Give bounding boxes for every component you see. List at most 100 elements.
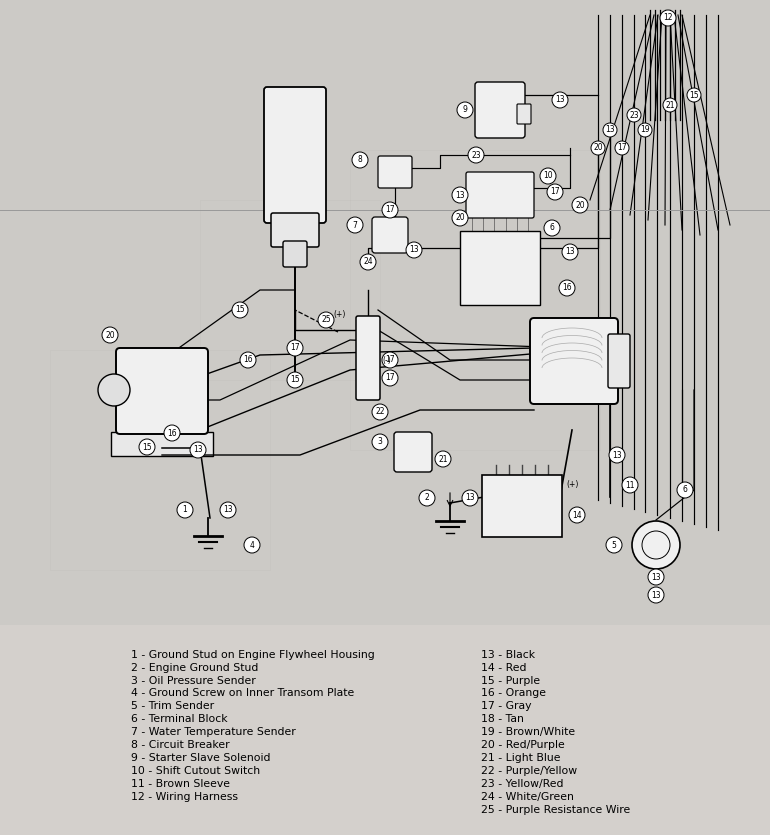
Text: 14 - Red: 14 - Red <box>481 663 527 672</box>
FancyBboxPatch shape <box>378 156 412 188</box>
Text: 20: 20 <box>455 214 465 222</box>
FancyBboxPatch shape <box>466 172 534 218</box>
Circle shape <box>540 168 556 184</box>
Text: 12 - Wiring Harness: 12 - Wiring Harness <box>131 792 238 802</box>
FancyBboxPatch shape <box>475 82 525 138</box>
Circle shape <box>572 197 588 213</box>
Text: 15: 15 <box>235 306 245 315</box>
Text: 4 - Ground Screw on Inner Transom Plate: 4 - Ground Screw on Inner Transom Plate <box>131 688 354 698</box>
FancyBboxPatch shape <box>283 241 307 267</box>
Text: 17 - Gray: 17 - Gray <box>481 701 532 711</box>
Text: 8: 8 <box>357 155 363 164</box>
FancyBboxPatch shape <box>271 213 319 247</box>
Text: 13: 13 <box>193 446 203 454</box>
Circle shape <box>382 352 398 368</box>
Text: 15: 15 <box>142 443 152 452</box>
Text: 17: 17 <box>385 373 395 382</box>
Text: 8 - Circuit Breaker: 8 - Circuit Breaker <box>131 741 229 750</box>
Text: 13: 13 <box>605 125 614 134</box>
Circle shape <box>627 108 641 122</box>
Circle shape <box>139 439 155 455</box>
Text: 24: 24 <box>363 257 373 266</box>
Text: (+): (+) <box>333 311 346 320</box>
Text: 21: 21 <box>665 100 675 109</box>
Circle shape <box>638 123 652 137</box>
Text: 10 - Shift Cutout Switch: 10 - Shift Cutout Switch <box>131 767 260 776</box>
Circle shape <box>559 280 575 296</box>
Circle shape <box>677 482 693 498</box>
Bar <box>50 350 270 570</box>
Text: 5 - Trim Sender: 5 - Trim Sender <box>131 701 214 711</box>
Circle shape <box>562 244 578 260</box>
FancyBboxPatch shape <box>356 316 380 400</box>
Text: 13: 13 <box>565 247 575 256</box>
Circle shape <box>552 92 568 108</box>
Circle shape <box>347 217 363 233</box>
Circle shape <box>622 477 638 493</box>
Text: 23: 23 <box>471 150 480 159</box>
Text: 24 - White/Green: 24 - White/Green <box>481 792 574 802</box>
Circle shape <box>603 123 617 137</box>
FancyBboxPatch shape <box>116 348 208 434</box>
Bar <box>350 150 600 450</box>
Text: 21: 21 <box>438 454 447 463</box>
Circle shape <box>406 242 422 258</box>
Text: 6 - Terminal Block: 6 - Terminal Block <box>131 715 227 724</box>
Text: 18 - Tan: 18 - Tan <box>481 715 524 724</box>
Text: 13: 13 <box>555 95 565 104</box>
Circle shape <box>98 374 130 406</box>
Circle shape <box>419 490 435 506</box>
Circle shape <box>648 569 664 585</box>
FancyBboxPatch shape <box>394 432 432 472</box>
Text: 12: 12 <box>663 13 673 23</box>
Text: 21 - Light Blue: 21 - Light Blue <box>481 753 561 763</box>
Text: 15 - Purple: 15 - Purple <box>481 676 541 686</box>
Circle shape <box>606 537 622 553</box>
Circle shape <box>663 98 677 112</box>
Circle shape <box>547 184 563 200</box>
Text: (-): (-) <box>382 356 390 365</box>
Circle shape <box>318 312 334 328</box>
Text: 23 - Yellow/Red: 23 - Yellow/Red <box>481 779 564 789</box>
Text: 9 - Starter Slave Solenoid: 9 - Starter Slave Solenoid <box>131 753 270 763</box>
Text: 7 - Water Temperature Sender: 7 - Water Temperature Sender <box>131 727 296 737</box>
Circle shape <box>177 502 193 518</box>
Circle shape <box>372 404 388 420</box>
Text: 4: 4 <box>249 540 254 549</box>
Circle shape <box>382 202 398 218</box>
Text: 2 - Engine Ground Stud: 2 - Engine Ground Stud <box>131 663 258 672</box>
Text: 17: 17 <box>551 188 560 196</box>
Text: 20: 20 <box>593 144 603 153</box>
Text: 17: 17 <box>385 205 395 215</box>
Text: 11: 11 <box>625 480 634 489</box>
Bar <box>200 200 380 380</box>
Circle shape <box>462 490 478 506</box>
Text: 11 - Brown Sleeve: 11 - Brown Sleeve <box>131 779 230 789</box>
Text: 1: 1 <box>182 505 187 514</box>
Bar <box>0 0 770 625</box>
Text: 2: 2 <box>424 493 430 503</box>
Text: (+): (+) <box>566 480 578 489</box>
Text: 13: 13 <box>455 190 465 200</box>
Circle shape <box>190 442 206 458</box>
Text: 20 - Red/Purple: 20 - Red/Purple <box>481 741 565 750</box>
Circle shape <box>382 370 398 386</box>
Circle shape <box>468 147 484 163</box>
Circle shape <box>102 327 118 343</box>
Circle shape <box>687 88 701 102</box>
Circle shape <box>232 302 248 318</box>
Text: 16: 16 <box>243 356 253 365</box>
Text: 23: 23 <box>629 110 639 119</box>
FancyBboxPatch shape <box>608 334 630 388</box>
Text: 13: 13 <box>223 505 233 514</box>
Text: 9: 9 <box>463 105 467 114</box>
Text: 19 - Brown/White: 19 - Brown/White <box>481 727 575 737</box>
Text: 25: 25 <box>321 316 331 325</box>
Text: 22 - Purple/Yellow: 22 - Purple/Yellow <box>481 767 578 776</box>
Circle shape <box>609 447 625 463</box>
Text: 19: 19 <box>640 125 650 134</box>
Text: 10: 10 <box>543 171 553 180</box>
Text: 17: 17 <box>385 356 395 365</box>
FancyBboxPatch shape <box>372 217 408 253</box>
Circle shape <box>352 152 368 168</box>
